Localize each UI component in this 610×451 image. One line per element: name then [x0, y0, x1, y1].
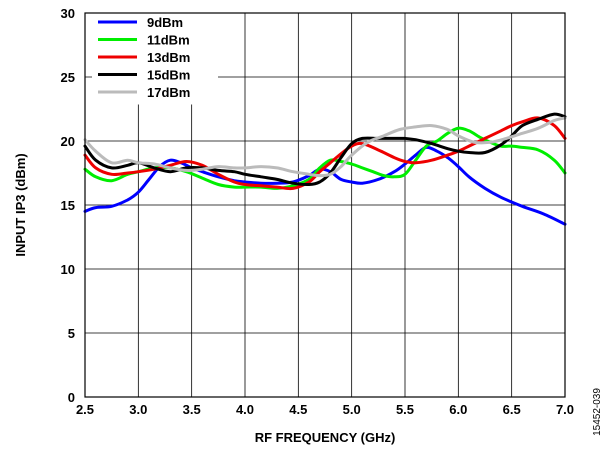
- y-tick-label: 10: [61, 262, 75, 277]
- legend-label: 11dBm: [147, 33, 190, 48]
- series-line-13dbm: [83, 116, 567, 191]
- x-tick-label: 5.0: [343, 402, 361, 417]
- x-tick-label: 4.0: [236, 402, 254, 417]
- series-line-9dbm: [83, 145, 567, 226]
- series-lines: [83, 112, 567, 226]
- legend-label: 17dBm: [147, 85, 190, 100]
- x-tick-label: 3.0: [129, 402, 147, 417]
- x-tick-label: 2.5: [76, 402, 94, 417]
- x-tick-label: 4.5: [289, 402, 307, 417]
- series-line-17dbm: [83, 116, 567, 178]
- x-tick-labels: 2.5 3.0 3.5 4.0 4.5 5.0 5.5 6.0 6.5 7.0: [76, 402, 574, 417]
- y-tick-label: 5: [68, 326, 75, 341]
- y-axis-title: INPUT IP3 (dBm): [13, 153, 28, 256]
- series-line-15dbm: [83, 112, 567, 187]
- x-tick-label: 6.5: [503, 402, 521, 417]
- x-tick-label: 7.0: [556, 402, 574, 417]
- x-tick-label: 6.0: [449, 402, 467, 417]
- legend-label: 9dBm: [147, 15, 183, 30]
- y-tick-label: 0: [68, 390, 75, 405]
- y-tick-label: 30: [61, 6, 75, 21]
- legend: 9dBm 11dBm 13dBm 15dBm 17dBm: [92, 9, 218, 105]
- legend-label: 13dBm: [147, 50, 190, 65]
- y-tick-label: 15: [61, 198, 75, 213]
- y-tick-label: 25: [61, 70, 75, 85]
- x-tick-label: 3.5: [183, 402, 201, 417]
- plot-frame: [84, 12, 566, 398]
- y-tick-labels: 0 5 10 15 20 25 30: [61, 6, 75, 405]
- legend-label: 15dBm: [147, 68, 190, 83]
- x-tick-label: 5.5: [396, 402, 414, 417]
- x-axis-title: RF FREQUENCY (GHz): [255, 430, 396, 445]
- y-tick-label: 20: [61, 134, 75, 149]
- figure-id: 15452-039: [592, 388, 603, 436]
